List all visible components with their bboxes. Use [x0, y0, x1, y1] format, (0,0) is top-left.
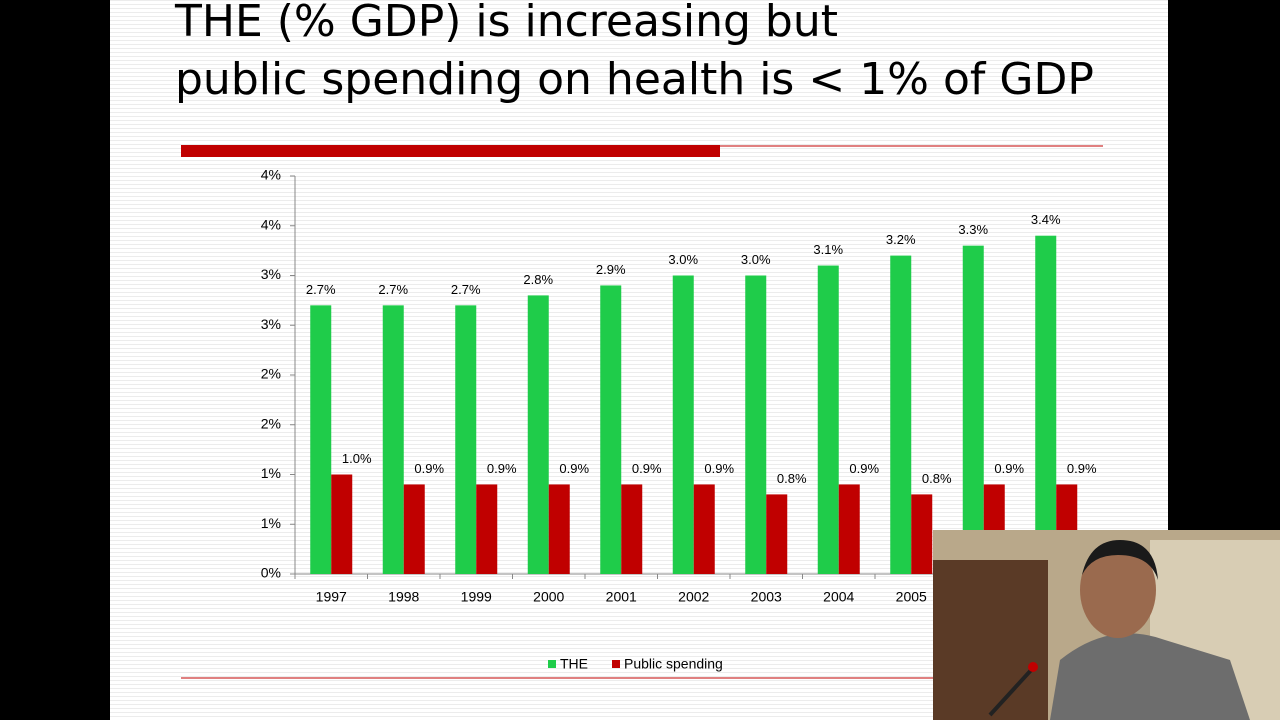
bar: [455, 305, 477, 574]
y-tick-label: 1%: [261, 515, 281, 531]
value-label: 2.7%: [378, 282, 408, 297]
bar: [911, 494, 933, 574]
y-tick-label: 4%: [261, 167, 281, 183]
y-tick-label: 4%: [261, 216, 281, 232]
x-tick-label: 1998: [388, 589, 419, 605]
legend-label: THE: [560, 656, 588, 672]
value-label: 0.9%: [632, 461, 662, 476]
bar: [1035, 235, 1057, 574]
value-label: 3.0%: [741, 252, 771, 267]
bar: [600, 285, 622, 574]
value-label: 3.4%: [1031, 212, 1061, 227]
bar: [890, 255, 912, 574]
value-label: 0.9%: [487, 461, 517, 476]
value-label: 0.9%: [994, 461, 1024, 476]
x-tick-label: 2003: [751, 589, 782, 605]
value-label: 2.7%: [451, 282, 481, 297]
bar: [527, 295, 549, 574]
y-tick-label: 2%: [261, 366, 281, 382]
x-tick-label: 2000: [533, 589, 564, 605]
bar: [962, 245, 984, 574]
value-label: 1.0%: [342, 451, 372, 466]
bar: [672, 275, 694, 574]
y-tick-label: 1%: [261, 465, 281, 481]
value-label: 0.9%: [559, 461, 589, 476]
x-tick-label: 2005: [896, 589, 927, 605]
chart: 0% 1% 1% 2% 2% 3% 3% 4% 4% 1997 2.7% 1.0% 1998 2.7% 0.…: [261, 167, 1097, 672]
y-tick-label: 3%: [261, 266, 281, 282]
value-label: 2.8%: [523, 272, 553, 287]
bar: [745, 275, 767, 574]
y-tick-label: 3%: [261, 316, 281, 332]
legend-swatch: [612, 660, 620, 668]
x-tick-label: 2004: [823, 589, 854, 605]
bar: [838, 484, 860, 574]
x-tick-label: 1997: [316, 589, 347, 605]
x-tick-label: 1999: [461, 589, 492, 605]
value-label: 0.8%: [922, 471, 952, 486]
x-tick-label: 2001: [606, 589, 637, 605]
value-label: 3.0%: [668, 252, 698, 267]
bar: [817, 265, 839, 574]
value-label: 0.9%: [849, 461, 879, 476]
y-tick-label: 2%: [261, 415, 281, 431]
bar: [476, 484, 498, 574]
value-label: 2.9%: [596, 262, 626, 277]
value-label: 2.7%: [306, 282, 336, 297]
value-label: 3.3%: [958, 222, 988, 237]
bar: [403, 484, 425, 574]
bar: [766, 494, 788, 574]
value-label: 0.9%: [704, 461, 734, 476]
legend-swatch: [548, 660, 556, 668]
bar: [331, 474, 353, 574]
bar: [310, 305, 332, 574]
legend-label: Public spending: [624, 656, 723, 672]
video-inset: [933, 530, 1280, 720]
bar: [382, 305, 404, 574]
value-label: 0.8%: [777, 471, 807, 486]
value-label: 3.2%: [886, 232, 916, 247]
value-label: 0.9%: [414, 461, 444, 476]
title-rule: [181, 145, 720, 157]
bar: [693, 484, 715, 574]
slide-title-line: THE (% GDP) is increasing but public spen…: [174, 0, 1094, 105]
bar: [621, 484, 643, 574]
value-label: 0.9%: [1067, 461, 1097, 476]
bar: [548, 484, 570, 574]
y-tick-label: 0%: [261, 565, 281, 581]
x-tick-label: 2002: [678, 589, 709, 605]
value-label: 3.1%: [813, 242, 843, 257]
